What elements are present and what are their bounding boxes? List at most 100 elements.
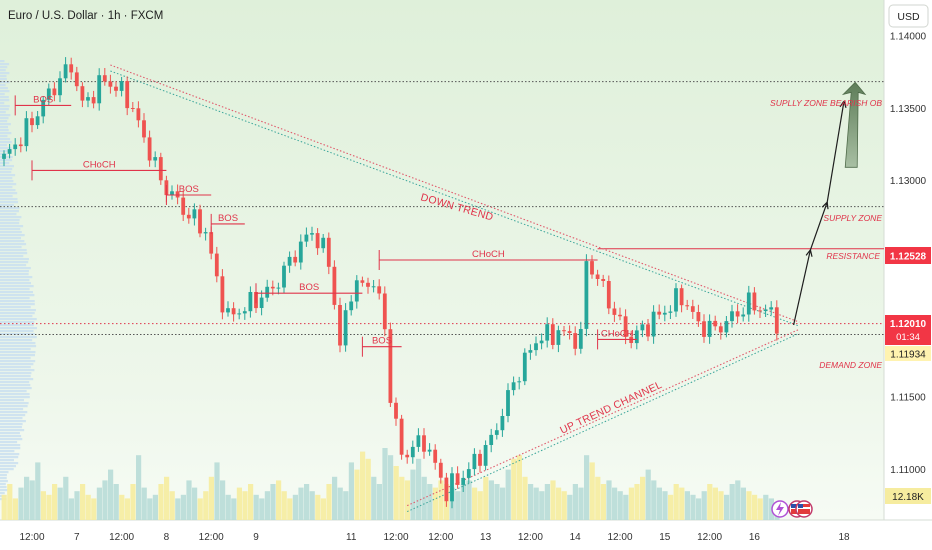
volume-bar — [460, 484, 466, 520]
candle-body — [640, 324, 645, 331]
profile-row — [0, 378, 34, 381]
profile-row — [0, 87, 8, 90]
profile-row — [0, 423, 23, 426]
candle-body — [461, 477, 466, 485]
candle-body — [696, 312, 701, 322]
us-flag-icon-stripe — [798, 507, 810, 509]
profile-row — [0, 339, 33, 342]
volume-bar — [567, 494, 573, 520]
volume-bar — [432, 487, 438, 520]
projection-line — [793, 101, 845, 326]
volume-bar — [130, 484, 136, 520]
volume-bar — [141, 487, 147, 520]
profile-row — [0, 192, 18, 195]
profile-row — [0, 363, 34, 366]
candle-body — [752, 292, 757, 311]
volume-bar — [365, 458, 371, 520]
profile-row — [0, 270, 29, 273]
profile-row — [0, 462, 19, 465]
candle-body — [170, 191, 174, 195]
profile-row — [0, 258, 29, 261]
candle-body — [293, 256, 298, 263]
volume-bar — [404, 480, 410, 520]
profile-row — [0, 168, 13, 171]
candle-body — [500, 416, 505, 431]
candle-body — [153, 157, 158, 161]
candle-body — [388, 329, 393, 403]
profile-row — [0, 471, 9, 474]
profile-row — [0, 291, 33, 294]
volume-bar — [634, 484, 640, 520]
candle-body — [713, 320, 718, 327]
profile-row — [0, 336, 37, 339]
candle-body — [86, 97, 90, 101]
candle-body — [30, 118, 34, 126]
candle-body — [416, 435, 421, 447]
candle-body — [567, 331, 572, 333]
candle-body — [158, 157, 163, 181]
profile-row — [0, 102, 5, 105]
volume-bar — [326, 484, 332, 520]
volume-bar — [124, 498, 130, 520]
profile-row — [0, 327, 37, 330]
profile-row — [0, 480, 8, 483]
volume-bar — [483, 476, 489, 520]
candle-body — [181, 197, 186, 215]
volume-bar — [80, 484, 86, 520]
volume-bar — [292, 494, 298, 520]
profile-row — [0, 99, 10, 102]
volume-bar — [578, 487, 584, 520]
volume-bar — [281, 491, 287, 520]
profile-row — [0, 288, 30, 291]
candle-body — [102, 75, 107, 82]
profile-row — [0, 138, 11, 141]
volume-bar — [690, 494, 696, 520]
profile-row — [0, 63, 10, 66]
volume-bar — [522, 476, 528, 520]
volume-bar — [656, 487, 662, 520]
currency-button[interactable]: USD — [897, 11, 920, 23]
profile-row — [0, 357, 31, 360]
volume-tag-bg — [885, 488, 931, 504]
volume-bar — [561, 491, 567, 520]
profile-row — [0, 318, 37, 321]
volume-bar — [236, 487, 242, 520]
volume-bar — [320, 498, 326, 520]
structure-label: CHoCH — [472, 249, 505, 260]
profile-row — [0, 393, 30, 396]
candle-body — [315, 233, 320, 249]
volume-bar — [600, 484, 606, 520]
profile-row — [0, 282, 31, 285]
structure-label: CHoCH — [601, 328, 634, 339]
profile-row — [0, 222, 20, 225]
volume-bar — [270, 484, 276, 520]
time-tick-label: 8 — [164, 532, 170, 543]
profile-row — [0, 108, 9, 111]
volume-bar — [197, 498, 203, 520]
candle-body — [590, 261, 594, 275]
candle-body — [7, 149, 12, 154]
time-tick-label: 12:00 — [19, 532, 44, 543]
volume-bar — [763, 494, 769, 520]
profile-row — [0, 261, 29, 264]
profile-row — [0, 492, 5, 495]
profile-row — [0, 132, 12, 135]
volume-bar — [242, 491, 248, 520]
volume-bar — [231, 498, 237, 520]
volume-bar — [348, 462, 354, 520]
volume-bar — [662, 491, 668, 520]
candle-body — [310, 233, 314, 235]
candle-body — [702, 321, 706, 337]
profile-row — [0, 171, 12, 174]
candle-body — [528, 350, 533, 353]
profile-row — [0, 156, 13, 159]
time-tick-label: 11 — [346, 532, 357, 543]
symbol-title[interactable]: Euro / U.S. Dollar · 1h · FXCM — [8, 10, 163, 22]
volume-bar — [12, 498, 18, 520]
profile-row — [0, 198, 18, 201]
candle-body — [679, 288, 684, 306]
demand-zone-label: DEMAND ZONE — [819, 360, 882, 370]
profile-row — [0, 330, 34, 333]
candle-body — [18, 144, 23, 147]
